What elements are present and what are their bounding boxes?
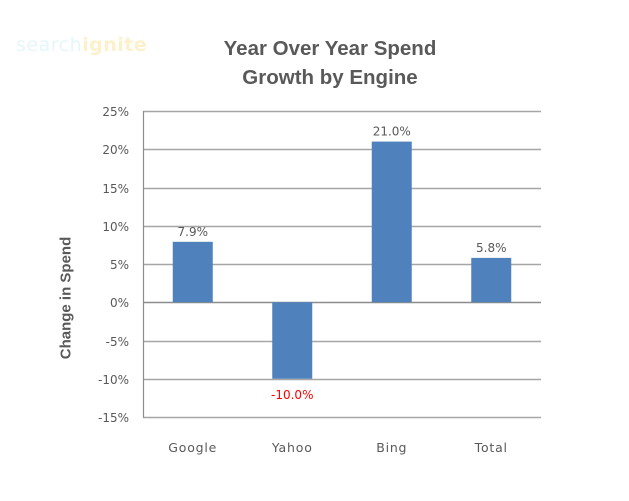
y-tick-label: -5% — [106, 335, 129, 349]
x-tick-label-google: Google — [168, 440, 217, 455]
y-tick-label: -15% — [98, 411, 129, 425]
logo-text-search: search — [16, 34, 83, 56]
data-label-total: 5.8% — [476, 241, 507, 255]
y-tick-labels: 25% 20% 15% 10% 5% 0% -5% -10% -15% — [98, 105, 129, 425]
logo-text-ignite: ignite — [82, 34, 148, 56]
chart-title-line-2: Growth by Engine — [242, 66, 418, 89]
bars — [172, 141, 512, 379]
data-labels: 7.9% -10.0% 21.0% 5.8% — [178, 125, 507, 402]
data-label-google: 7.9% — [178, 225, 209, 239]
x-tick-label-yahoo: Yahoo — [271, 440, 313, 455]
chart-title: Year Over Year Spend Growth by Engine — [180, 34, 480, 92]
y-tick-label: 10% — [102, 220, 129, 234]
chart-title-line-1: Year Over Year Spend — [223, 37, 437, 60]
x-tick-label-bing: Bing — [376, 440, 407, 455]
y-tick-label: 5% — [110, 258, 129, 272]
searchignite-logo: searchignite — [16, 34, 147, 56]
bar-bing — [371, 141, 412, 303]
data-label-bing: 21.0% — [373, 125, 411, 139]
gridlines — [143, 110, 541, 419]
bar-total — [471, 257, 512, 303]
y-tick-label: 0% — [110, 296, 129, 310]
bar-yahoo — [272, 302, 313, 379]
bar-google — [172, 241, 213, 303]
x-category-labels: Google Yahoo Bing Total — [168, 440, 508, 455]
y-tick-label: -10% — [98, 373, 129, 387]
y-tick-label: 15% — [102, 182, 129, 196]
data-label-yahoo: -10.0% — [271, 388, 313, 402]
y-tick-label: 25% — [102, 105, 129, 119]
y-tick-label: 20% — [102, 143, 129, 157]
x-tick-label-total: Total — [474, 440, 508, 455]
